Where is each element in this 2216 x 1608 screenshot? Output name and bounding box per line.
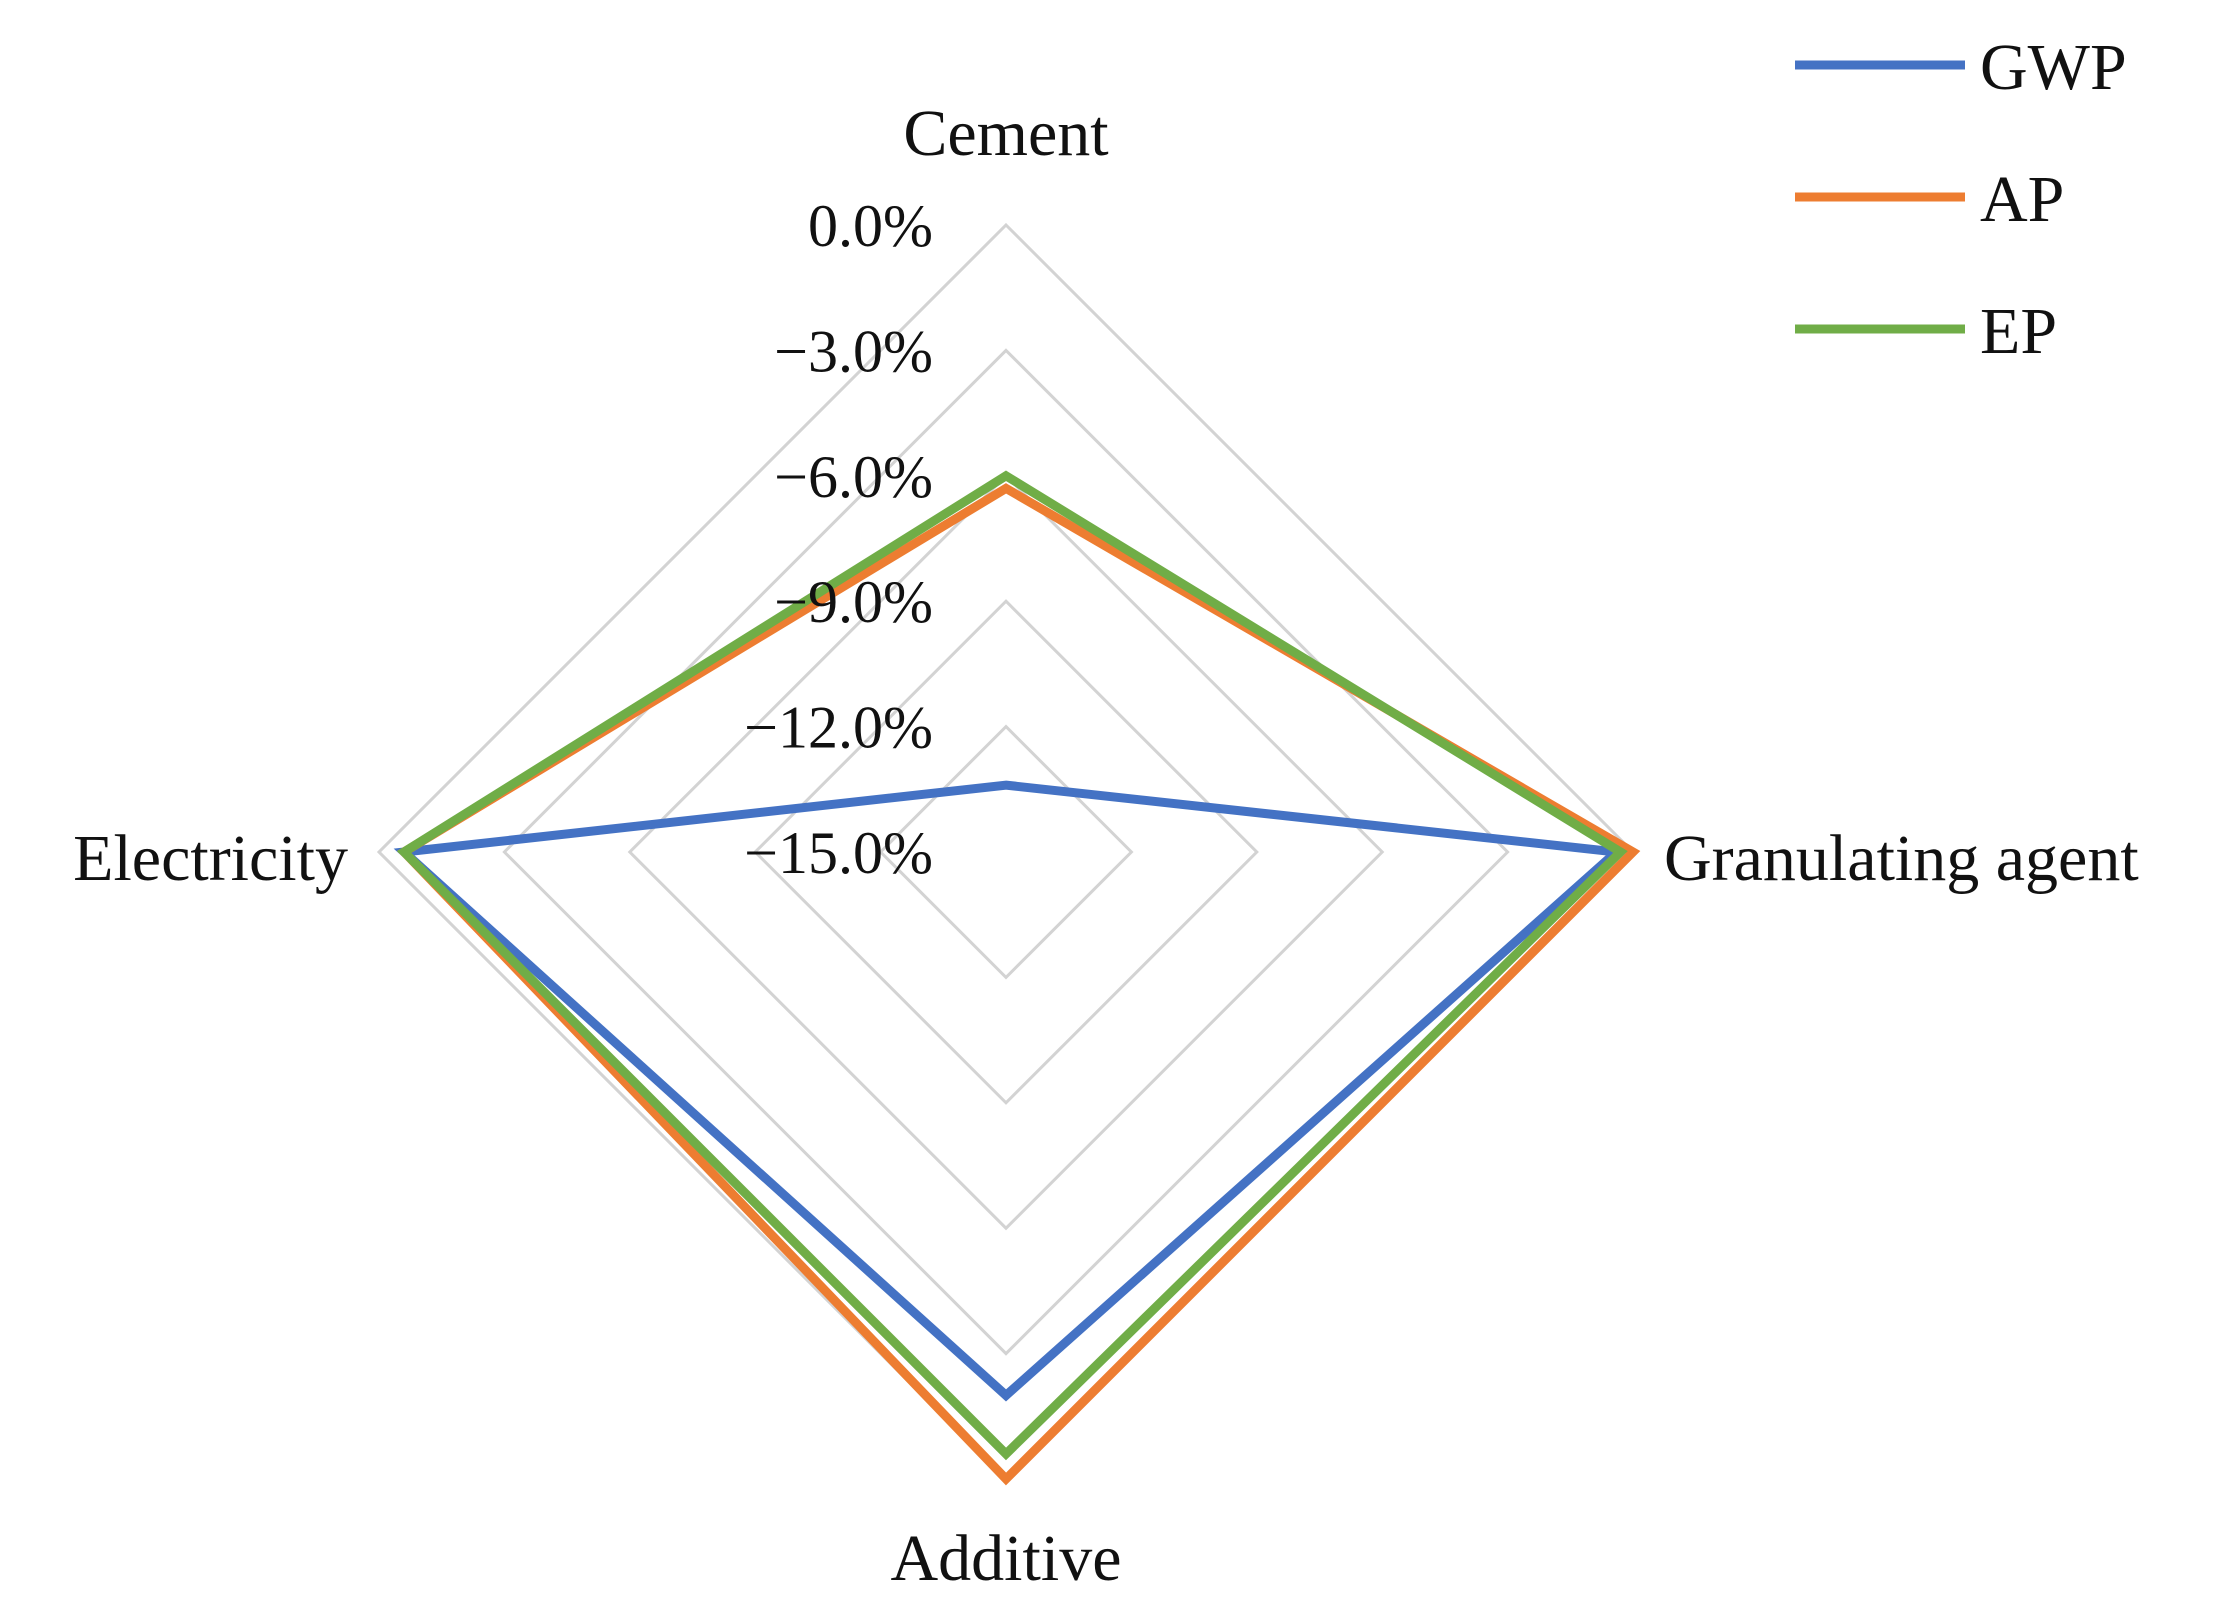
- r-tick-label: −12.0%: [744, 695, 933, 761]
- axis-label-cement: Cement: [903, 97, 1108, 170]
- r-tick-label: −9.0%: [774, 569, 933, 635]
- legend-item-gwp: GWP: [1795, 31, 2127, 104]
- grid-ring: [502, 348, 1510, 1356]
- legend-item-ap: AP: [1795, 163, 2064, 236]
- r-tick-label: −6.0%: [774, 444, 933, 510]
- series-layer: [393, 470, 1641, 1486]
- legend-item-ep: EP: [1795, 295, 2057, 368]
- legend-label-ep: EP: [1980, 295, 2057, 368]
- tick-label-layer: 0.0% −3.0% −6.0% −9.0% −12.0% −15.0%: [744, 193, 933, 886]
- legend-label-ap: AP: [1980, 163, 2064, 236]
- grid-ring: [878, 724, 1134, 980]
- grid-ring: [376, 222, 1636, 1482]
- r-tick-label: 0.0%: [808, 193, 933, 259]
- r-tick-label: −15.0%: [744, 820, 933, 886]
- axis-label-layer: Cement Granulating agent Additive Electrici…: [73, 97, 2139, 1595]
- grid-ring: [627, 473, 1385, 1231]
- axis-label-granulating-agent: Granulating agent: [1664, 822, 2139, 895]
- legend: GWP AP EP: [1795, 31, 2127, 368]
- legend-label-gwp: GWP: [1980, 31, 2127, 104]
- series-gwp-line: [393, 780, 1627, 1402]
- grid-layer: [376, 222, 1636, 1482]
- axis-label-additive: Additive: [891, 1522, 1122, 1595]
- grid-ring: [753, 599, 1259, 1105]
- series-ep-line: [396, 470, 1628, 1461]
- axis-label-electricity: Electricity: [73, 822, 348, 895]
- series-ap-line: [396, 483, 1641, 1486]
- r-tick-label: −3.0%: [774, 318, 933, 384]
